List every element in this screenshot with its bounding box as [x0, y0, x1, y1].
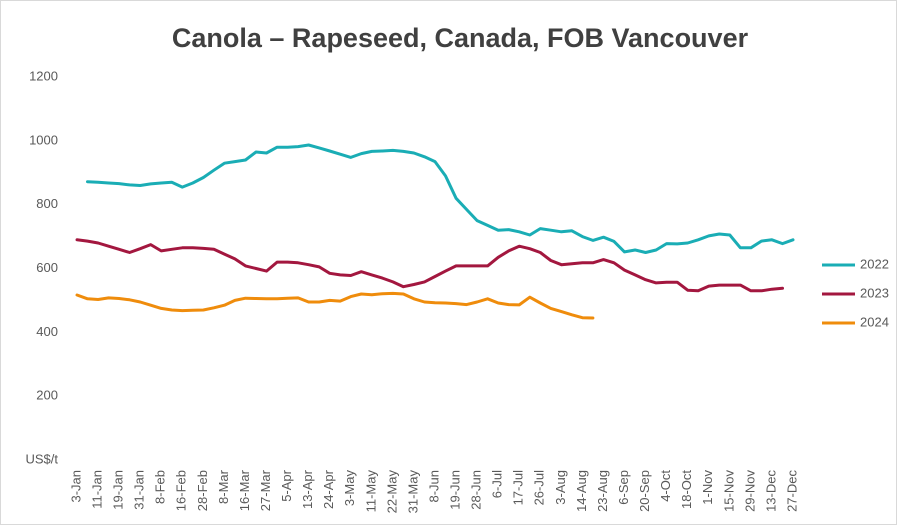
x-tick-label: 4-Oct: [658, 470, 673, 502]
x-tick-label: 19-Jan: [111, 470, 126, 510]
x-tick-label: 14-Aug: [574, 470, 589, 512]
legend-label: 2022: [860, 256, 889, 271]
y-tick-label: 600: [36, 260, 58, 275]
x-tick-label: 29-Nov: [742, 470, 757, 512]
x-tick-label: 24-Apr: [321, 469, 336, 509]
x-tick-label: 8-Mar: [216, 469, 231, 504]
x-tick-label: 5-Apr: [279, 469, 294, 501]
x-tick-label: 3-May: [342, 470, 357, 507]
x-tick-label: 13-Apr: [300, 469, 315, 509]
legend-label: 2024: [860, 314, 889, 329]
x-tick-label: 15-Nov: [721, 470, 736, 512]
y-tick-label: 400: [36, 324, 58, 339]
x-tick-label: 3-Jan: [68, 470, 83, 503]
x-tick-label: 17-Jul: [511, 470, 526, 506]
x-tick-label: 16-Mar: [237, 469, 252, 511]
line-series: [75, 238, 784, 293]
x-tick-label: 22-May: [384, 470, 399, 514]
legend-label: 2023: [860, 285, 889, 300]
x-tick-label: 16-Feb: [174, 470, 189, 511]
x-tick-label: 28-Jun: [469, 470, 484, 510]
x-tick-label: 31-Jan: [132, 470, 147, 510]
x-tick-label: 6-Jul: [490, 470, 505, 498]
y-tick-label: 1200: [29, 68, 58, 83]
chart-title: Canola – Rapeseed, Canada, FOB Vancouver: [172, 23, 749, 53]
y-tick-label: 800: [36, 196, 58, 211]
x-tick-label: 11-Jan: [89, 470, 104, 509]
x-tick-label: 28-Feb: [195, 470, 210, 511]
x-tick-label: 26-Jul: [532, 470, 547, 506]
x-tick-label: 20-Sep: [637, 470, 652, 512]
x-tick-label: 13-Dec: [763, 470, 778, 512]
x-tick-label: 8-Jun: [426, 470, 441, 503]
x-tick-label: 11-May: [363, 470, 378, 513]
x-tick-label: 27-Mar: [258, 469, 273, 511]
y-tick-label: 1000: [29, 132, 58, 147]
x-tick-label: 1-Nov: [700, 470, 715, 505]
y-axis-label: US$/t: [25, 451, 58, 466]
x-tick-label: 27-Dec: [784, 470, 799, 512]
x-tick-label: 18-Oct: [679, 470, 694, 509]
y-tick-label: 200: [36, 388, 58, 403]
x-tick-label: 31-May: [405, 470, 420, 514]
x-tick-label: 23-Aug: [595, 470, 610, 512]
x-tick-label: 19-Jun: [447, 470, 462, 510]
x-tick-label: 8-Feb: [153, 470, 168, 504]
x-tick-label: 3-Aug: [553, 470, 568, 505]
line-series: [75, 291, 595, 320]
x-tick-label: 6-Sep: [616, 470, 631, 505]
line-series: [86, 143, 795, 254]
